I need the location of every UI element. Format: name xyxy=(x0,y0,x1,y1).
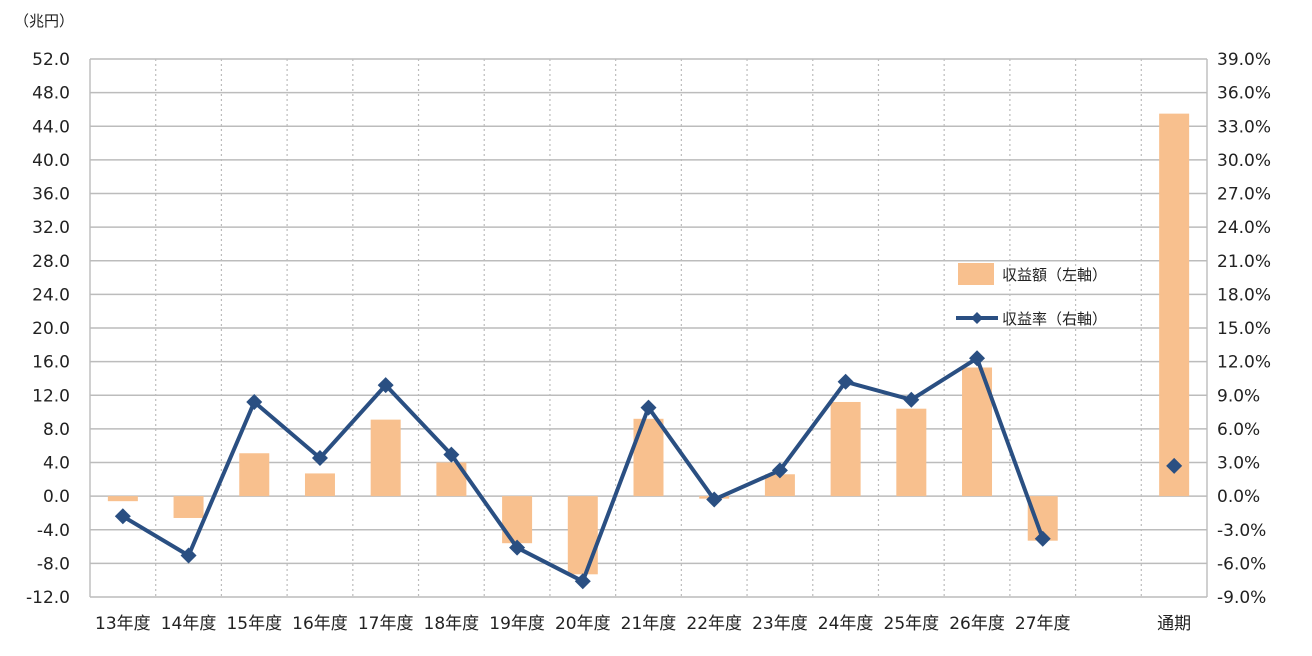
line-point xyxy=(377,377,394,394)
line-point xyxy=(706,491,723,508)
x-tick-label: 24年度 xyxy=(818,614,874,634)
right-tick-label: 6.0% xyxy=(1217,420,1260,440)
x-tick-label: 17年度 xyxy=(358,614,414,634)
x-axis-ticks: 13年度 14年度 15年度 16年度 17年度 18年度 19年度 20年度 21年度 22年度… xyxy=(95,614,1191,634)
line-point xyxy=(443,446,460,463)
right-tick-label: 21.0% xyxy=(1217,252,1271,272)
right-axis-ticks: 39.0% 36.0% 33.0% 30.0% 27.0% 24.0% 21.0% 18.0%… xyxy=(1217,50,1271,608)
left-tick-label: 24.0 xyxy=(32,285,70,305)
bar xyxy=(370,419,401,497)
left-tick-label: -8.0 xyxy=(37,554,70,574)
x-tick-label: 22年度 xyxy=(686,614,742,634)
line-point xyxy=(771,462,788,479)
x-tick-label: 15年度 xyxy=(226,614,282,634)
right-tick-label: -6.0% xyxy=(1217,554,1266,574)
x-tick-label: 通期 xyxy=(1157,614,1191,634)
bar xyxy=(567,496,598,575)
line-point xyxy=(114,508,131,525)
right-tick-label: 12.0% xyxy=(1217,353,1271,373)
legend-label-line: 収益率（右軸） xyxy=(1002,310,1107,328)
legend-swatch-marker xyxy=(971,312,983,324)
line-point xyxy=(509,539,526,556)
right-tick-label: 33.0% xyxy=(1217,117,1271,137)
grid xyxy=(89,58,1208,598)
x-tick-label: 16年度 xyxy=(292,614,348,634)
left-tick-label: 0.0 xyxy=(43,487,70,507)
bar xyxy=(896,408,927,497)
bar xyxy=(173,496,204,518)
x-tick-label: 21年度 xyxy=(621,614,677,634)
line-point xyxy=(180,547,197,564)
x-tick-label: 26年度 xyxy=(949,614,1005,634)
x-tick-label: 27年度 xyxy=(1015,614,1071,634)
line-point xyxy=(1166,457,1183,474)
right-tick-label: 3.0% xyxy=(1217,454,1260,474)
right-tick-label: 18.0% xyxy=(1217,285,1271,305)
left-tick-label: 32.0 xyxy=(32,218,70,238)
right-tick-label: 30.0% xyxy=(1217,151,1271,171)
line-point xyxy=(311,450,328,467)
left-tick-label: 28.0 xyxy=(32,252,70,272)
bar xyxy=(1159,113,1190,497)
left-tick-label: 36.0 xyxy=(32,185,70,205)
line-point xyxy=(1034,530,1051,547)
line-point xyxy=(246,393,263,410)
right-tick-label: 15.0% xyxy=(1217,319,1271,339)
left-tick-label: 4.0 xyxy=(43,454,70,474)
x-tick-label: 18年度 xyxy=(424,614,480,634)
right-tick-label: 27.0% xyxy=(1217,185,1271,205)
bar xyxy=(239,453,270,497)
line-point xyxy=(574,573,591,590)
x-tick-label: 13年度 xyxy=(95,614,151,634)
x-tick-label: 14年度 xyxy=(161,614,217,634)
right-tick-label: -3.0% xyxy=(1217,521,1266,541)
bar-series xyxy=(107,113,1190,575)
left-tick-label: 12.0 xyxy=(32,386,70,406)
bar xyxy=(304,473,335,497)
legend-label-bar: 収益額（左軸） xyxy=(1002,266,1107,284)
left-tick-label: 52.0 xyxy=(32,50,70,70)
y-axis-unit-label: （兆円） xyxy=(14,12,74,30)
line-point xyxy=(837,373,854,390)
x-tick-label: 25年度 xyxy=(884,614,940,634)
left-tick-label: 48.0 xyxy=(32,84,70,104)
legend-swatch-bar xyxy=(958,263,994,285)
x-tick-label: 20年度 xyxy=(555,614,611,634)
left-tick-label: 20.0 xyxy=(32,319,70,339)
line-point xyxy=(969,350,986,367)
left-axis-ticks: 52.0 48.0 44.0 40.0 36.0 32.0 28.0 24.0 20.0 16.0… xyxy=(26,50,70,608)
line-point xyxy=(640,399,657,416)
right-tick-label: -9.0% xyxy=(1217,588,1266,608)
x-tick-label: 23年度 xyxy=(752,614,808,634)
x-tick-label: 19年度 xyxy=(489,614,545,634)
line-point xyxy=(903,391,920,408)
right-tick-label: 36.0% xyxy=(1217,84,1271,104)
left-tick-label: 8.0 xyxy=(43,420,70,440)
left-tick-label: 44.0 xyxy=(32,117,70,137)
legend: 収益額（左軸） 収益率（右軸） xyxy=(956,263,1107,328)
bar xyxy=(764,474,795,497)
right-tick-label: 39.0% xyxy=(1217,50,1271,70)
bar xyxy=(830,401,861,497)
right-tick-label: 9.0% xyxy=(1217,386,1260,406)
bar xyxy=(107,496,138,502)
line-series xyxy=(114,350,1183,590)
left-tick-label: -12.0 xyxy=(26,588,70,608)
left-tick-label: 40.0 xyxy=(32,151,70,171)
right-tick-label: 24.0% xyxy=(1217,218,1271,238)
right-tick-label: 0.0% xyxy=(1217,487,1260,507)
left-tick-label: 16.0 xyxy=(32,353,70,373)
left-tick-label: -4.0 xyxy=(37,521,70,541)
